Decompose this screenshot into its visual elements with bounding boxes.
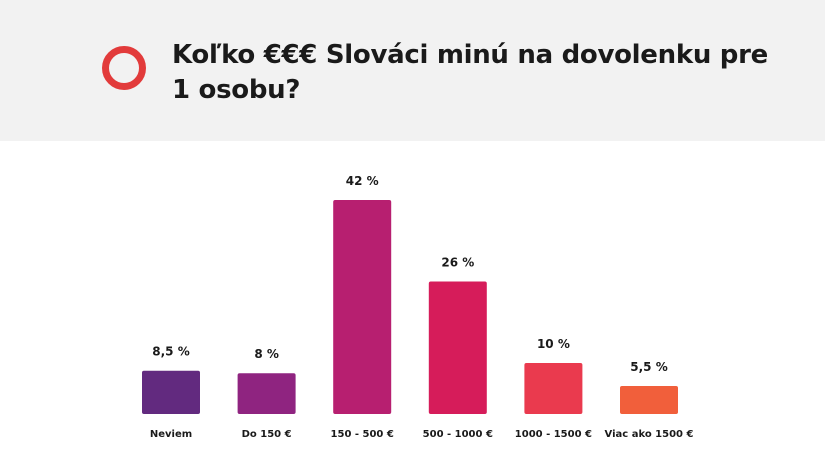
bar-2 bbox=[333, 200, 392, 414]
bar-1 bbox=[237, 373, 296, 414]
value-label-3: 26 % bbox=[441, 256, 474, 270]
ring-logo-icon bbox=[102, 46, 146, 90]
bar-3 bbox=[428, 281, 487, 414]
category-label-1: Do 150 € bbox=[242, 429, 292, 440]
chart-title: Koľko €€€ Slováci minú na dovolenku pre … bbox=[172, 40, 768, 105]
category-label-0: Neviem bbox=[150, 429, 192, 440]
bar-5 bbox=[620, 385, 678, 414]
bar-chart: 8,5 % Neviem 8 % Do 150 € 42 % 150 - 500 € 26 … bbox=[142, 174, 694, 440]
header-band: Koľko €€€ Slováci minú na dovolenku pre … bbox=[0, 0, 825, 141]
category-label-5: Viac ako 1500 € bbox=[605, 429, 694, 440]
value-label-4: 10 % bbox=[537, 337, 570, 351]
category-label-2: 150 - 500 € bbox=[331, 429, 394, 440]
value-label-5: 5,5 % bbox=[630, 360, 667, 374]
value-label-1: 8 % bbox=[254, 347, 279, 361]
value-label-2: 42 % bbox=[346, 174, 379, 188]
category-label-3: 500 - 1000 € bbox=[423, 429, 493, 440]
bar-4 bbox=[524, 363, 583, 414]
bar-0 bbox=[142, 370, 200, 414]
category-label-4: 1000 - 1500 € bbox=[515, 429, 592, 440]
value-label-0: 8,5 % bbox=[152, 345, 189, 359]
